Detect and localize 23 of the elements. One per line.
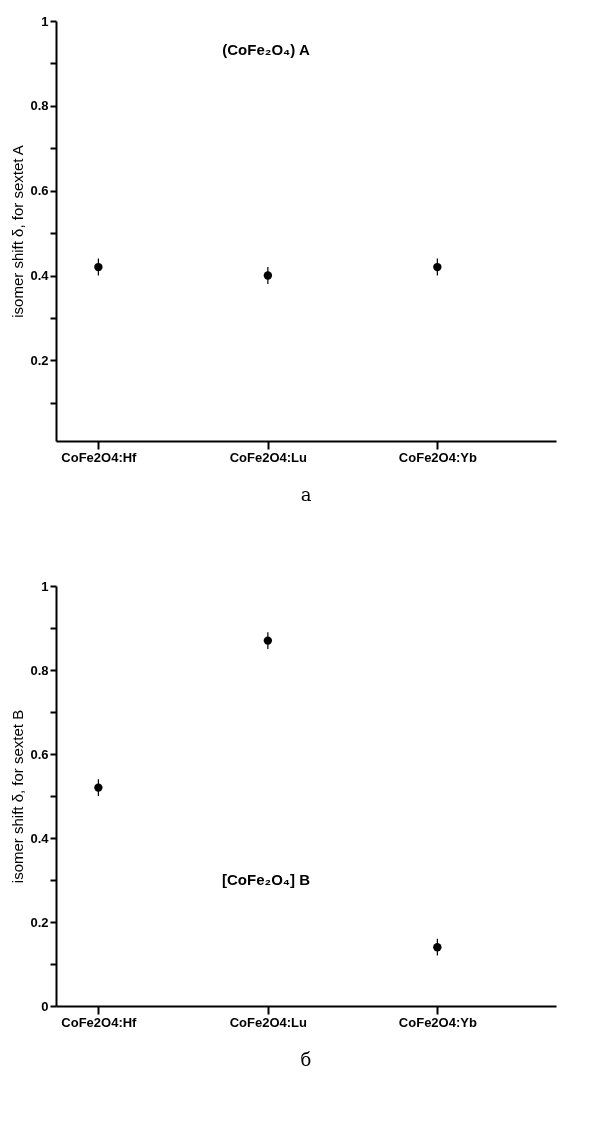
x-tick-label: CoFe2O4:Lu [229, 1014, 308, 1030]
y-tick-label: 0.4 [30, 268, 50, 284]
annotation: (CoFe₂O₄) A [222, 41, 310, 59]
y-tick-label: 0 [41, 998, 49, 1014]
x-tick-label: CoFe2O4:Lu [229, 449, 308, 465]
text: б [300, 1049, 312, 1070]
x-tick-label: CoFe2O4:Yb [398, 449, 477, 465]
y-tick-label: 1 [41, 13, 49, 29]
y-tick-label: 0.6 [30, 746, 49, 762]
y-tick-label: 0.2 [30, 914, 49, 930]
x-tick-label: CoFe2O4:Hf [61, 1014, 138, 1030]
y-tick-label: 0.4 [30, 830, 50, 846]
y-axis-title: isomer shift δ, for sextet B [9, 709, 27, 884]
y-tick-label: 0.8 [30, 98, 49, 114]
annotation: [CoFe₂O₄] B [222, 871, 311, 888]
y-tick-label: 0.6 [30, 183, 49, 199]
y-tick-label: 1 [41, 578, 49, 594]
x-tick-label: CoFe2O4:Hf [61, 449, 138, 465]
x-tick-label: CoFe2O4:Yb [398, 1014, 477, 1030]
y-tick-label: 0.8 [30, 662, 49, 678]
y-tick-label: 0.2 [30, 352, 49, 368]
y-axis-title: isomer shift δ, for sextet A [9, 145, 27, 318]
text: а [300, 484, 312, 505]
